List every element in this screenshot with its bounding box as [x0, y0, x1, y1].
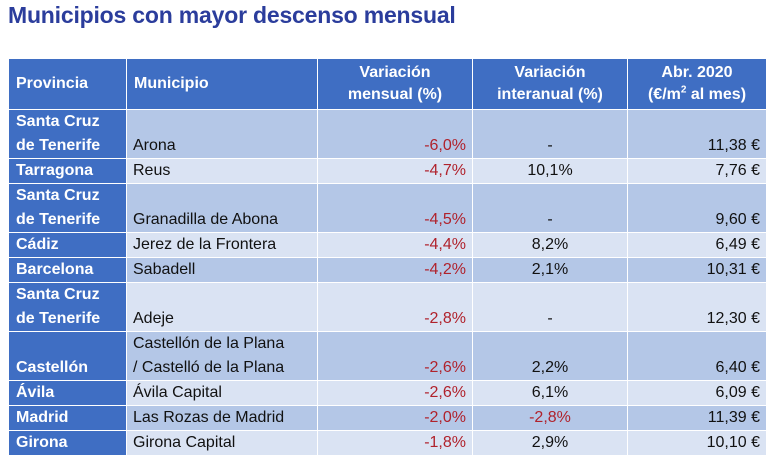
cell-variacion-mensual: -2,6%	[317, 380, 473, 406]
table-row: Santa Cruz de Tenerife Arona -6,0% - 11,3…	[8, 109, 767, 159]
cell-variacion-mensual: -4,2%	[317, 257, 473, 283]
table-row: Cádiz Jerez de la Frontera -4,4% 8,2% 6,…	[8, 232, 767, 258]
cell-variacion-interanual: 2,2%	[472, 331, 628, 381]
cell-variacion-interanual: 6,1%	[472, 380, 628, 406]
cell-variacion-interanual: 2,1%	[472, 257, 628, 283]
header-provincia: Provincia	[8, 58, 127, 110]
header-precio-unit-sup: 2	[680, 84, 687, 96]
cell-precio: 12,30 €	[627, 282, 767, 332]
cell-municipio: Ávila Capital	[126, 380, 318, 406]
table-row: Barcelona Sabadell -4,2% 2,1% 10,31 €	[8, 257, 767, 283]
table-row: Madrid Las Rozas de Madrid -2,0% -2,8% 1…	[8, 405, 767, 431]
cell-provincia: Girona	[8, 430, 127, 456]
cell-municipio: Granadilla de Abona	[126, 183, 318, 233]
municipio-line2: / Castelló de la Plana	[133, 359, 285, 376]
cell-provincia: Santa Cruz de Tenerife	[8, 183, 127, 233]
header-variacion-mensual-line2: mensual (%)	[347, 86, 443, 103]
cell-variacion-mensual: -6,0%	[317, 109, 473, 159]
header-variacion-mensual: Variación mensual (%)	[317, 58, 473, 110]
cell-precio: 6,09 €	[627, 380, 767, 406]
cell-municipio: Sabadell	[126, 257, 318, 283]
cell-precio: 10,31 €	[627, 257, 767, 283]
cell-provincia: Barcelona	[8, 257, 127, 283]
municipio-line1: Castellón de la Plana	[133, 335, 285, 352]
header-variacion-mensual-line1: Variación	[359, 64, 431, 81]
cell-variacion-interanual: -	[472, 282, 628, 332]
cell-municipio: Castellón de la Plana / Castelló de la Pl…	[126, 331, 318, 381]
cell-precio: 7,76 €	[627, 158, 767, 184]
cell-provincia: Tarragona	[8, 158, 127, 184]
cell-provincia: Castellón	[8, 331, 127, 381]
data-table: Provincia Municipio Variación mensual (%…	[8, 58, 767, 456]
cell-variacion-mensual: -4,4%	[317, 232, 473, 258]
cell-precio: 6,49 €	[627, 232, 767, 258]
cell-provincia: Santa Cruz de Tenerife	[8, 282, 127, 332]
cell-municipio: Girona Capital	[126, 430, 318, 456]
cell-precio: 11,38 €	[627, 109, 767, 159]
cell-provincia: Santa Cruz de Tenerife	[8, 109, 127, 159]
table-row: Girona Girona Capital -1,8% 2,9% 10,10 €	[8, 430, 767, 456]
header-variacion-interanual-line1: Variación	[514, 64, 586, 81]
table-header-row: Provincia Municipio Variación mensual (%…	[8, 58, 767, 110]
cell-variacion-mensual: -2,6%	[317, 331, 473, 381]
table-row: Ávila Ávila Capital -2,6% 6,1% 6,09 €	[8, 380, 767, 406]
table-row: Santa Cruz de Tenerife Adeje -2,8% - 12,3…	[8, 282, 767, 332]
cell-variacion-interanual: 8,2%	[472, 232, 628, 258]
cell-precio: 9,60 €	[627, 183, 767, 233]
cell-variacion-mensual: -2,0%	[317, 405, 473, 431]
provincia-line1: Santa Cruz	[16, 113, 100, 130]
cell-municipio: Jerez de la Frontera	[126, 232, 318, 258]
table-row: Castellón Castellón de la Plana / Castell…	[8, 331, 767, 381]
provincia-line2: de Tenerife	[16, 137, 101, 154]
provincia-line2: de Tenerife	[16, 310, 101, 327]
cell-precio: 6,40 €	[627, 331, 767, 381]
cell-precio: 11,39 €	[627, 405, 767, 431]
cell-variacion-mensual: -1,8%	[317, 430, 473, 456]
cell-variacion-interanual: -	[472, 183, 628, 233]
header-variacion-interanual: Variación interanual (%)	[472, 58, 628, 110]
header-precio-unit-b: al mes)	[686, 86, 747, 103]
cell-municipio: Arona	[126, 109, 318, 159]
provincia-line2: de Tenerife	[16, 211, 101, 228]
cell-municipio: Reus	[126, 158, 318, 184]
header-precio-line1: Abr. 2020	[661, 64, 733, 81]
cell-municipio: Las Rozas de Madrid	[126, 405, 318, 431]
cell-variacion-interanual: 10,1%	[472, 158, 628, 184]
cell-provincia: Madrid	[8, 405, 127, 431]
cell-precio: 10,10 €	[627, 430, 767, 456]
header-precio: Abr. 2020 (€/m2 al mes)	[627, 58, 767, 110]
provincia-line1: Santa Cruz	[16, 286, 100, 303]
cell-variacion-interanual: -2,8%	[472, 405, 628, 431]
cell-provincia: Cádiz	[8, 232, 127, 258]
cell-municipio: Adeje	[126, 282, 318, 332]
header-precio-unit-a: (€/m	[647, 86, 681, 103]
cell-variacion-mensual: -4,5%	[317, 183, 473, 233]
table-row: Santa Cruz de Tenerife Granadilla de Abon…	[8, 183, 767, 233]
cell-variacion-mensual: -2,8%	[317, 282, 473, 332]
cell-variacion-mensual: -4,7%	[317, 158, 473, 184]
table-row: Tarragona Reus -4,7% 10,1% 7,76 €	[8, 158, 767, 184]
cell-variacion-interanual: -	[472, 109, 628, 159]
provincia-line1: Santa Cruz	[16, 187, 100, 204]
header-variacion-interanual-line2: interanual (%)	[497, 86, 603, 103]
cell-variacion-interanual: 2,9%	[472, 430, 628, 456]
page-title: Municipios con mayor descenso mensual	[8, 2, 456, 28]
header-municipio: Municipio	[126, 58, 318, 110]
header-precio-line2: (€/m2 al mes)	[634, 84, 760, 106]
cell-provincia: Ávila	[8, 380, 127, 406]
